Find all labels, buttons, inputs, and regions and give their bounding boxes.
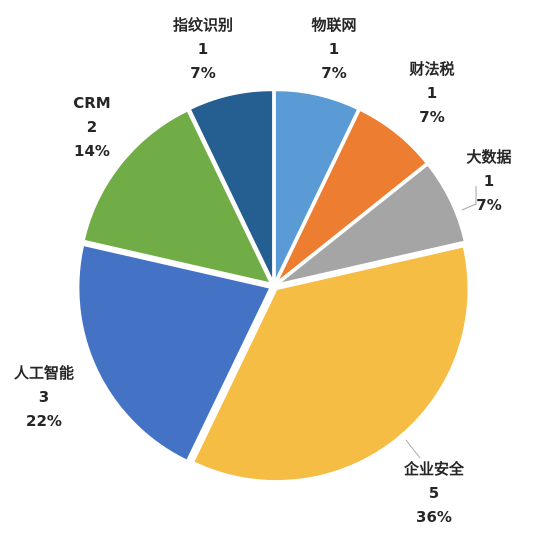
pie-slice-4 — [191, 245, 470, 483]
slice-label-5: 人工智能 3 22% — [14, 364, 74, 430]
slice-category: 人工智能 — [14, 364, 74, 382]
pie-slice-1 — [273, 89, 360, 283]
slice-value: 3 — [39, 388, 49, 406]
slice-label-4: 企业安全 5 36% — [403, 460, 465, 526]
pie-labels: 物联网 1 7% 财法税 1 7% 大数据 1 7% 企业安全 5 36% 人工智能 3 22% CRM 2 14… — [14, 16, 512, 526]
slice-value: 1 — [198, 40, 208, 58]
slice-value: 5 — [429, 484, 439, 502]
slice-percent: 7% — [321, 64, 346, 82]
pie-slices — [77, 89, 470, 483]
slice-value: 2 — [87, 118, 97, 136]
slice-category: 指纹识别 — [173, 16, 233, 34]
slice-percent: 14% — [74, 142, 110, 160]
leader-line-3 — [461, 186, 477, 211]
slice-value: 1 — [427, 84, 437, 102]
slice-value: 1 — [329, 40, 339, 58]
pie-slice-3 — [276, 163, 466, 286]
pie-slice-2 — [275, 108, 429, 284]
slice-value: 1 — [484, 172, 494, 190]
pie-slice-7 — [188, 89, 275, 283]
slice-percent: 7% — [476, 196, 501, 214]
slice-percent: 7% — [419, 108, 444, 126]
slice-label-1: 物联网 1 7% — [311, 16, 356, 82]
slice-category: 企业安全 — [403, 460, 465, 478]
pie-slice-6 — [82, 109, 273, 285]
slice-category: 财法税 — [409, 60, 454, 78]
slice-percent: 22% — [26, 412, 62, 430]
slice-label-3: 大数据 1 7% — [466, 148, 511, 214]
slice-label-2: 财法税 1 7% — [409, 60, 454, 126]
slice-category: CRM — [73, 94, 111, 112]
slice-category: 大数据 — [466, 148, 511, 166]
slice-percent: 36% — [416, 508, 452, 526]
slice-percent: 7% — [190, 64, 215, 82]
pie-slice-5 — [77, 243, 272, 463]
leader-line-4 — [405, 439, 421, 459]
slice-label-6: CRM 2 14% — [73, 94, 111, 160]
slice-label-7: 指纹识别 1 7% — [173, 16, 233, 82]
slice-category: 物联网 — [311, 16, 356, 34]
